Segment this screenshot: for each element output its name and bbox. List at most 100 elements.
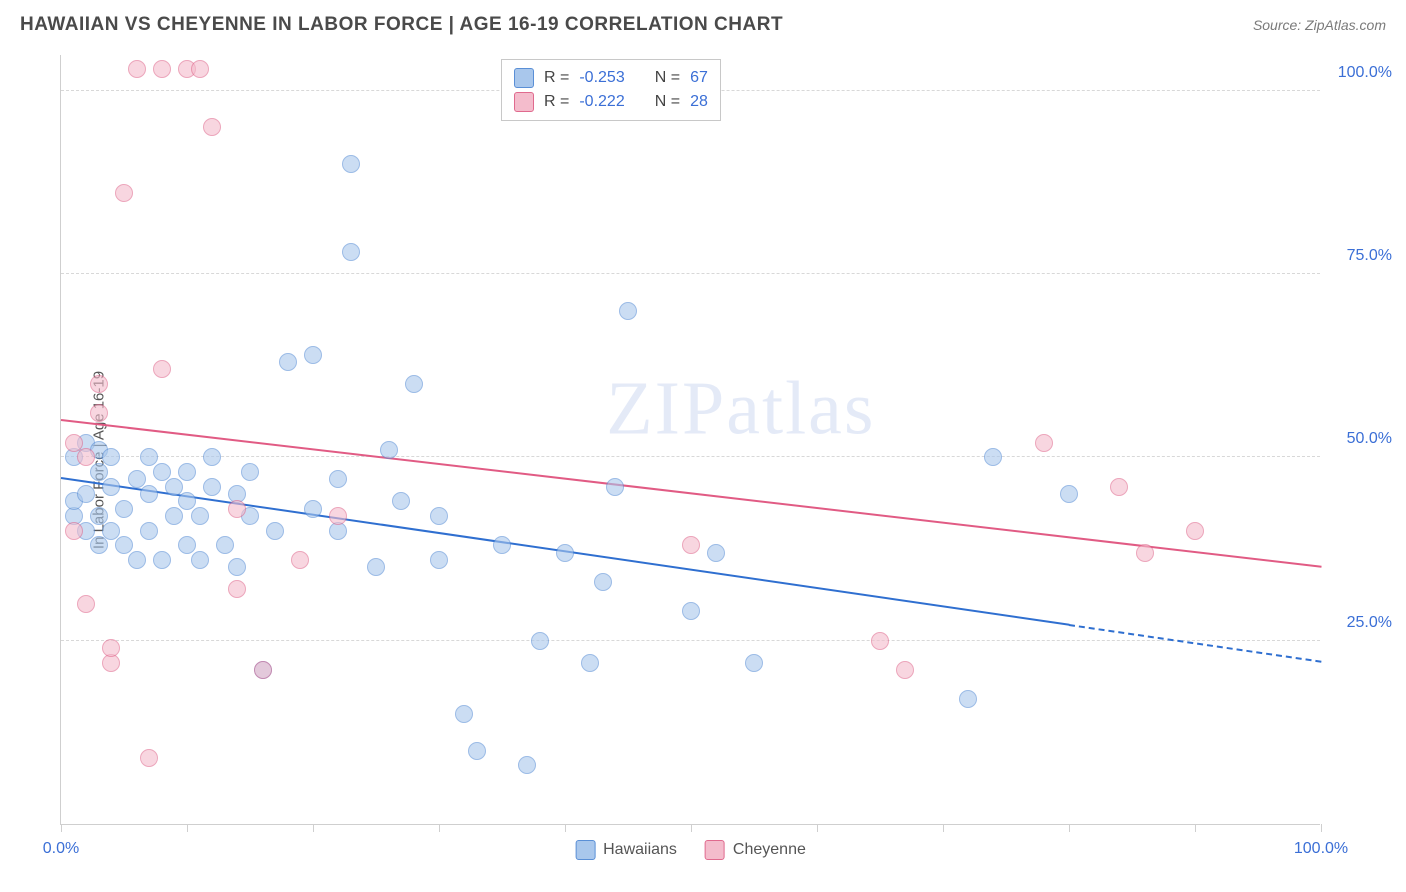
scatter-point <box>191 507 209 525</box>
scatter-point <box>896 661 914 679</box>
scatter-point <box>493 536 511 554</box>
scatter-point <box>329 507 347 525</box>
x-tick <box>565 824 566 832</box>
scatter-point <box>254 661 272 679</box>
gridline <box>61 456 1320 457</box>
scatter-point <box>606 478 624 496</box>
scatter-point <box>153 463 171 481</box>
scatter-point <box>77 448 95 466</box>
legend-series-label: Cheyenne <box>733 841 806 859</box>
y-tick-label: 100.0% <box>1338 64 1392 82</box>
legend-swatch <box>514 68 534 88</box>
legend-r-label: R = <box>544 69 569 87</box>
scatter-point <box>455 705 473 723</box>
scatter-point <box>90 536 108 554</box>
scatter-point <box>140 448 158 466</box>
scatter-point <box>203 118 221 136</box>
watermark-thin: atlas <box>726 366 875 450</box>
scatter-point <box>556 544 574 562</box>
legend-row: R = -0.253 N = 67 <box>514 66 708 90</box>
legend-series-item: Hawaiians <box>575 840 677 860</box>
scatter-point <box>707 544 725 562</box>
legend-swatch <box>514 92 534 112</box>
scatter-point <box>140 749 158 767</box>
scatter-point <box>1060 485 1078 503</box>
x-tick <box>61 824 62 832</box>
x-tick <box>817 824 818 832</box>
scatter-point <box>291 551 309 569</box>
scatter-point <box>682 602 700 620</box>
scatter-point <box>342 155 360 173</box>
scatter-point <box>102 639 120 657</box>
x-tick-label: 0.0% <box>43 840 79 858</box>
scatter-point <box>380 441 398 459</box>
x-tick <box>691 824 692 832</box>
scatter-point <box>77 595 95 613</box>
scatter-point <box>468 742 486 760</box>
legend-series-label: Hawaiians <box>603 841 677 859</box>
trend-line <box>1069 624 1321 663</box>
scatter-point <box>1035 434 1053 452</box>
scatter-point <box>90 404 108 422</box>
scatter-point <box>304 346 322 364</box>
scatter-point <box>191 551 209 569</box>
scatter-point <box>279 353 297 371</box>
scatter-point <box>581 654 599 672</box>
scatter-point <box>405 375 423 393</box>
scatter-point <box>102 522 120 540</box>
scatter-point <box>959 690 977 708</box>
scatter-point <box>102 448 120 466</box>
scatter-point <box>745 654 763 672</box>
scatter-point <box>65 434 83 452</box>
legend-n-value: 67 <box>690 69 708 87</box>
scatter-point <box>140 485 158 503</box>
y-tick-label: 50.0% <box>1347 430 1392 448</box>
scatter-point <box>1186 522 1204 540</box>
scatter-point <box>531 632 549 650</box>
y-tick-label: 25.0% <box>1347 614 1392 632</box>
scatter-point <box>102 478 120 496</box>
legend-n-label: N = <box>655 69 680 87</box>
gridline <box>61 273 1320 274</box>
scatter-point <box>392 492 410 510</box>
x-tick <box>187 824 188 832</box>
scatter-point <box>115 500 133 518</box>
scatter-point <box>90 463 108 481</box>
legend-row: R =-0.222N =28 <box>514 90 708 114</box>
scatter-point <box>228 558 246 576</box>
chart-title: HAWAIIAN VS CHEYENNE IN LABOR FORCE | AG… <box>20 14 783 36</box>
scatter-point <box>90 375 108 393</box>
scatter-point <box>203 448 221 466</box>
legend-swatch <box>705 840 725 860</box>
scatter-point <box>203 478 221 496</box>
scatter-point <box>594 573 612 591</box>
scatter-point <box>367 558 385 576</box>
scatter-point <box>329 470 347 488</box>
x-tick-label: 100.0% <box>1294 840 1348 858</box>
x-tick <box>1069 824 1070 832</box>
scatter-point <box>178 536 196 554</box>
legend-series: Hawaiians Cheyenne <box>575 840 806 860</box>
scatter-point <box>430 551 448 569</box>
x-tick <box>1321 824 1322 832</box>
legend-correlation: R =-0.253N =67R =-0.222N =28 <box>501 59 721 121</box>
scatter-point <box>65 522 83 540</box>
legend-series-item: Cheyenne <box>705 840 806 860</box>
legend-r-label: R = <box>544 93 569 111</box>
scatter-point <box>1110 478 1128 496</box>
watermark-bold: ZIP <box>606 366 726 450</box>
legend-r-value: -0.222 <box>579 93 624 111</box>
y-tick-label: 75.0% <box>1347 247 1392 265</box>
scatter-point <box>77 485 95 503</box>
scatter-point <box>228 500 246 518</box>
legend-n-value: 28 <box>690 93 708 111</box>
scatter-point <box>871 632 889 650</box>
chart-outer: In Labor Force | Age 16-19 ZIPatlas R =-… <box>20 55 1400 865</box>
scatter-point <box>153 360 171 378</box>
scatter-point <box>178 463 196 481</box>
chart-header: HAWAIIAN VS CHEYENNE IN LABOR FORCE | AG… <box>0 0 1406 46</box>
scatter-point <box>241 463 259 481</box>
gridline <box>61 640 1320 641</box>
legend-r-value: -0.253 <box>579 69 624 87</box>
watermark: ZIPatlas <box>606 365 875 452</box>
